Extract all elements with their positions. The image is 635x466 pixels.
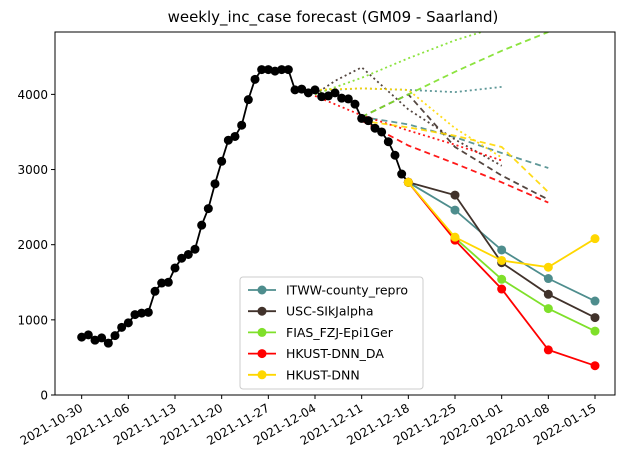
truth-point xyxy=(383,137,393,147)
series-point-2 xyxy=(590,326,600,336)
truth-point xyxy=(230,131,240,141)
truth-point xyxy=(217,156,227,166)
series-point-3 xyxy=(543,345,553,355)
truth-point xyxy=(197,220,207,230)
truth-point xyxy=(190,244,200,254)
legend-box xyxy=(239,276,424,390)
past-forecast-line-4 xyxy=(314,32,482,96)
truth-point xyxy=(277,65,287,75)
series-point-0 xyxy=(543,274,553,284)
y-tick-label: 1000 xyxy=(17,313,48,327)
y-tick-label: 2000 xyxy=(17,238,48,252)
series-point-4 xyxy=(497,255,507,265)
series-layer xyxy=(77,65,600,371)
truth-point xyxy=(377,127,387,137)
legend-swatch-marker-0 xyxy=(257,285,267,295)
truth-point xyxy=(390,150,400,160)
legend-label-1: USC-SIkJalpha xyxy=(286,304,374,319)
truth-point xyxy=(170,263,180,273)
truth-point xyxy=(163,277,173,287)
series-point-3 xyxy=(590,361,600,371)
chart-title: weekly_inc_case forecast (GM09 - Saarlan… xyxy=(168,8,499,27)
truth-point xyxy=(83,330,93,340)
truth-point xyxy=(157,278,167,288)
series-point-3 xyxy=(497,284,507,294)
truth-point xyxy=(123,318,133,328)
legend-label-2: FIAS_FZJ-Epi1Ger xyxy=(286,325,394,340)
series-point-1 xyxy=(543,289,553,299)
past-forecast-line-5 xyxy=(361,32,549,118)
past-forecast-line-8 xyxy=(314,87,503,159)
past-forecast-line-9 xyxy=(361,119,549,193)
series-point-0 xyxy=(450,205,460,215)
legend-swatch-marker-2 xyxy=(257,327,267,337)
truth-point xyxy=(150,286,160,296)
truth-point xyxy=(97,333,107,343)
truth-point xyxy=(363,116,373,126)
past-forecasts-layer xyxy=(314,32,549,204)
series-point-1 xyxy=(450,190,460,200)
truth-point xyxy=(370,123,380,133)
series-point-2 xyxy=(543,304,553,314)
truth-point xyxy=(137,308,147,318)
truth-point xyxy=(317,92,327,102)
truth-point xyxy=(177,253,187,263)
series-point-0 xyxy=(497,245,507,255)
truth-point xyxy=(350,99,360,109)
legend-label-3: HKUST-DNN_DA xyxy=(286,346,384,361)
series-point-4 xyxy=(403,177,413,187)
truth-point xyxy=(257,65,267,75)
truth-point xyxy=(243,95,253,105)
truth-point xyxy=(203,204,213,214)
series-point-0 xyxy=(590,296,600,306)
truth-point xyxy=(283,65,293,75)
series-point-4 xyxy=(590,234,600,244)
truth-point xyxy=(110,331,120,341)
truth-point xyxy=(117,322,127,332)
past-forecast-line-7 xyxy=(361,119,549,204)
truth-point xyxy=(143,307,153,317)
truth-point xyxy=(237,120,247,130)
legend: ITWW-county_repro USC-SIkJalpha FIAS_FZJ-E… xyxy=(239,276,424,390)
truth-point xyxy=(223,135,233,145)
truth-point xyxy=(337,93,347,103)
truth-point xyxy=(297,84,307,94)
series-point-2 xyxy=(497,274,507,284)
legend-swatch-marker-3 xyxy=(257,349,267,359)
truth-point xyxy=(397,169,407,179)
truth-point xyxy=(103,338,113,348)
truth-point xyxy=(250,74,260,84)
past-forecast-line-1 xyxy=(361,116,549,169)
truth-point xyxy=(290,85,300,95)
y-tick-label: 0 xyxy=(40,389,48,403)
series-point-1 xyxy=(590,313,600,323)
truth-point xyxy=(343,94,353,104)
y-tick-label: 4000 xyxy=(17,88,48,102)
y-tick-label: 3000 xyxy=(17,163,48,177)
plot-frame xyxy=(54,31,616,396)
legend-label-0: ITWW-county_repro xyxy=(286,283,408,298)
truth-point xyxy=(310,85,320,95)
series-point-4 xyxy=(543,262,553,272)
legend-swatch-marker-4 xyxy=(257,370,267,380)
legend-label-4: HKUST-DNN xyxy=(286,367,360,382)
legend-swatch-marker-1 xyxy=(257,306,267,316)
truth-point xyxy=(210,179,220,189)
series-point-4 xyxy=(450,232,460,242)
truth-point xyxy=(330,88,340,98)
truth-point xyxy=(183,249,193,259)
